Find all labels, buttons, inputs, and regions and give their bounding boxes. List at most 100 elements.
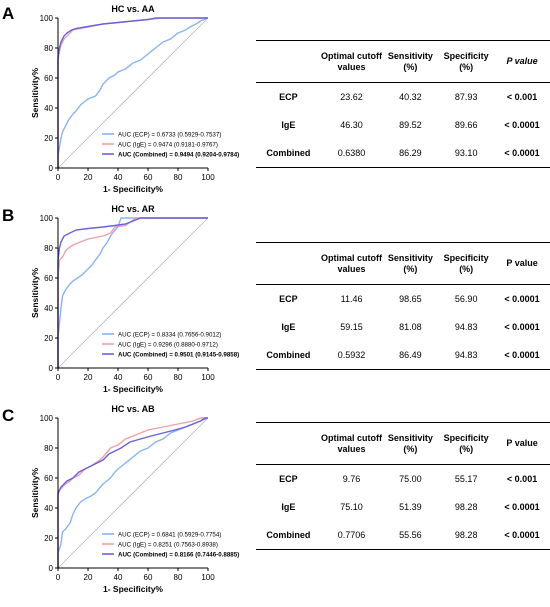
p-value-cell: < 0.0001 xyxy=(504,350,540,360)
table-header-row: Optimal cutoff values Sensitivity (%) Spec… xyxy=(256,423,550,465)
table-header-cell xyxy=(256,243,321,285)
p-value-cell: < 0.001 xyxy=(506,474,538,484)
roc-curve-2 xyxy=(57,417,208,568)
chart-title: HC vs. AR xyxy=(111,204,155,214)
x-tick-label: 80 xyxy=(174,373,183,382)
y-tick-label: 60 xyxy=(44,74,53,83)
y-tick-label: 100 xyxy=(40,214,54,223)
row-label: Combined xyxy=(266,148,311,158)
x-tick-label: 100 xyxy=(201,373,215,382)
table-cell: 75.10 xyxy=(340,502,363,512)
y-tick-label: 40 xyxy=(44,504,53,513)
table-row: ECP 23.62 40.32 87.93 < 0.001 xyxy=(256,83,550,112)
table-cell: 51.39 xyxy=(399,502,422,512)
table-header-row: Optimal cutoff values Sensitivity (%) Spec… xyxy=(256,41,550,83)
roc-curve-1 xyxy=(57,417,208,568)
table-row: ECP 11.46 98.65 56.90 < 0.0001 xyxy=(256,285,550,314)
table-header-cell: Specificity (%) xyxy=(443,432,489,454)
x-tick-label: 40 xyxy=(114,373,123,382)
table-cell: 55.17 xyxy=(454,474,478,484)
panel-a: A HC vs. AA 0 20 40 60 80 100 0 20 40 60 80 100 1- Sp… xyxy=(0,0,550,200)
p-value-cell: < 0.0001 xyxy=(504,120,540,130)
table-cell: 86.49 xyxy=(399,350,422,360)
y-tick-label: 40 xyxy=(44,104,53,113)
legend-label: AUC (ECP) = 0.8334 (0.7656-0.9012) xyxy=(118,332,221,339)
table-cell: 59.15 xyxy=(340,322,363,332)
roc-curve-2 xyxy=(57,17,208,168)
roc-curve-2 xyxy=(57,217,208,368)
reference-diagonal xyxy=(57,417,209,569)
x-axis-label: 1- Specificity% xyxy=(103,584,163,594)
table-header-cell: Optimal cutoff values xyxy=(321,252,383,274)
y-axis-label: Sensitivity% xyxy=(30,468,40,519)
y-tick-label: 0 xyxy=(49,564,54,573)
y-tick-label: 80 xyxy=(44,244,53,253)
panel-b: B HC vs. AR 0 20 40 60 80 100 0 20 40 60 80 100 1- Sp… xyxy=(0,200,550,400)
roc-curve-1 xyxy=(57,217,208,368)
y-tick-label: 20 xyxy=(44,134,53,143)
table-cell: 11.46 xyxy=(340,294,363,304)
legend-label: AUC (IgE) = 0.9474 (0.9181-0.9767) xyxy=(118,142,218,149)
row-label: IgE xyxy=(281,502,296,512)
p-value-cell: < 0.0001 xyxy=(504,322,540,332)
p-value-cell: < 0.0001 xyxy=(504,530,540,540)
table-header-cell: Sensitivity (%) xyxy=(387,432,433,454)
table-cell: 56.90 xyxy=(454,294,478,304)
table-row: Combined 0.7706 55.56 98.28 < 0.0001 xyxy=(256,521,550,550)
table-cell: 94.83 xyxy=(454,322,478,332)
row-label: ECP xyxy=(279,294,298,304)
table-cell: 75.00 xyxy=(399,474,422,484)
table-header-cell: Optimal cutoff values xyxy=(321,432,383,454)
table-row: IgE 59.15 81.08 94.83 < 0.0001 xyxy=(256,313,550,341)
table-header-cell: P value xyxy=(506,438,538,448)
y-tick-label: 100 xyxy=(40,414,54,423)
p-value-cell: < 0.0001 xyxy=(504,294,540,304)
x-tick-label: 20 xyxy=(84,173,93,182)
stats-table-b: Optimal cutoff values Sensitivity (%) Spec… xyxy=(256,242,550,370)
legend-label: AUC (ECP) = 0.6841 (0.5929-0.7754) xyxy=(118,532,221,539)
row-label: ECP xyxy=(279,474,298,484)
x-tick-label: 20 xyxy=(84,373,93,382)
x-tick-label: 80 xyxy=(174,573,183,582)
x-tick-label: 80 xyxy=(174,173,183,182)
table-cell: 87.93 xyxy=(454,92,478,102)
reference-diagonal xyxy=(57,17,209,169)
roc-curve-0 xyxy=(57,417,209,568)
y-tick-label: 100 xyxy=(40,14,54,23)
stats-table-c: Optimal cutoff values Sensitivity (%) Spec… xyxy=(256,422,550,550)
y-axis-label: Sensitivity% xyxy=(30,268,40,319)
table-cell: 93.10 xyxy=(454,148,478,158)
roc-chart-a: HC vs. AA 0 20 40 60 80 100 0 20 40 60 80 100 1- Spec… xyxy=(30,4,239,194)
table-row: ECP 9.76 75.00 55.17 < 0.001 xyxy=(256,465,550,494)
table-cell: 89.66 xyxy=(454,120,478,130)
legend-label: AUC (Combined) = 0.9501 (0.9145-0.9858) xyxy=(118,352,239,359)
table-row: IgE 46.30 89.52 89.66 < 0.0001 xyxy=(256,111,550,139)
table-header-cell: Sensitivity (%) xyxy=(387,252,433,274)
legend-label: AUC (IgE) = 0.8251 (0.7563-0.8938) xyxy=(118,542,218,549)
roc-curve-0 xyxy=(57,217,208,368)
panel-letter: B xyxy=(2,206,15,225)
row-label: Combined xyxy=(266,530,311,540)
x-tick-label: 60 xyxy=(144,173,153,182)
p-value-cell: < 0.0001 xyxy=(504,148,540,158)
table-row: Combined 0.6380 86.29 93.10 < 0.0001 xyxy=(256,139,550,168)
table-cell: 98.28 xyxy=(454,502,478,512)
x-tick-label: 40 xyxy=(114,573,123,582)
row-label: Combined xyxy=(266,350,311,360)
y-tick-label: 20 xyxy=(44,334,53,343)
roc-chart-b: HC vs. AR 0 20 40 60 80 100 0 20 40 60 80 100 1- Spec… xyxy=(30,204,239,394)
y-tick-label: 40 xyxy=(44,304,53,313)
table-cell: 94.83 xyxy=(454,350,478,360)
chart-title: HC vs. AB xyxy=(111,404,155,414)
table-row: Combined 0.5932 86.49 94.83 < 0.0001 xyxy=(256,341,550,370)
legend-label: AUC (IgE) = 0.9296 (0.8880-0.9712) xyxy=(118,342,218,349)
reference-diagonal xyxy=(57,217,209,369)
table-cell: 46.30 xyxy=(340,120,363,130)
row-label: IgE xyxy=(281,322,296,332)
roc-curve-0 xyxy=(57,17,209,168)
table-cell: 0.5932 xyxy=(337,350,366,360)
table-header-cell: Optimal cutoff values xyxy=(321,50,383,72)
table-cell: 0.7706 xyxy=(337,530,366,540)
x-tick-label: 100 xyxy=(201,173,215,182)
p-value-cell: < 0.0001 xyxy=(504,502,540,512)
